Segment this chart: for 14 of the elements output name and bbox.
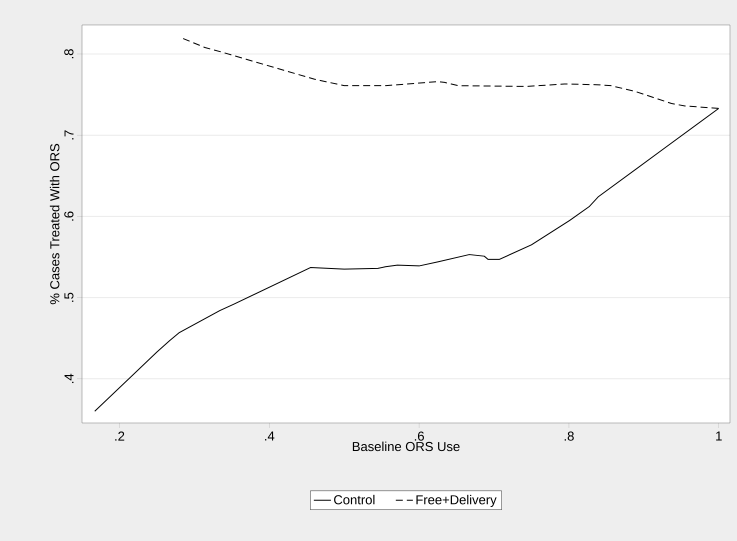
- y-tick-label: .4: [64, 374, 74, 384]
- x-tick-label: 1: [716, 432, 722, 440]
- y-tick-label: .8: [64, 49, 74, 58]
- x-tick-label: .6: [414, 432, 424, 441]
- y-axis-title: % Cases Treated With ORS: [50, 144, 60, 304]
- x-tick-label: .8: [564, 432, 574, 441]
- x-tick-label: .4: [265, 432, 274, 440]
- x-tick-label: .2: [115, 432, 124, 441]
- legend-label: Free+Delivery: [416, 494, 497, 507]
- y-tick-label: .6: [64, 212, 74, 221]
- legend-label: Control: [334, 494, 374, 504]
- y-tick-label: .5: [64, 292, 74, 302]
- x-axis-title: Baseline ORS Use: [352, 442, 460, 452]
- y-tick-label: .7: [64, 130, 74, 140]
